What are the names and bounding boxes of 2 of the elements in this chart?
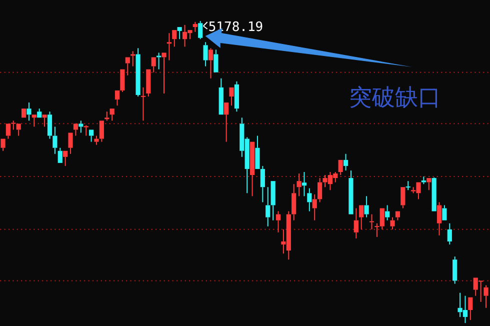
annotation: 突破缺口	[349, 85, 441, 111]
annotation: 5178.19	[208, 20, 264, 35]
